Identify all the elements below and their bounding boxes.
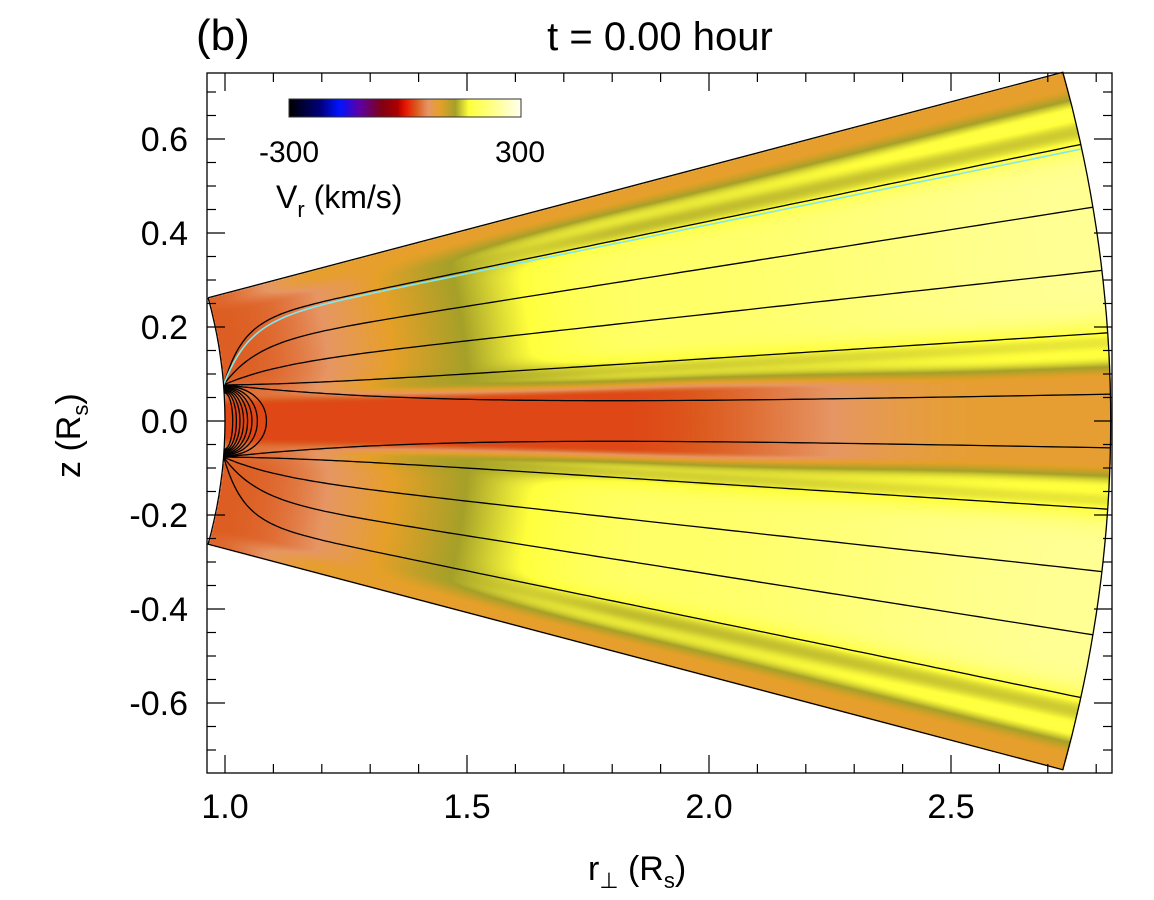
domain-outline [207,71,1112,771]
field-line-closed-loop [223,391,238,451]
y-tick-label: -0.2 [129,497,188,535]
x-tick-label: 2.0 [685,788,732,826]
x-tick-labels: 1.0 1.5 2.0 2.5 [201,788,974,826]
field-line-open [223,456,1108,510]
y-tick-label: 0.6 [141,121,188,159]
field-line-open [222,143,1081,386]
x-label-close: ) [675,850,686,888]
y-tick-label: 0.0 [141,403,188,441]
colorbar-max-label: 300 [495,136,545,169]
x-label-sub: ⊥ [599,868,618,893]
field-line-closed-loop [223,387,253,455]
field-line-closed-loop [223,390,241,452]
field-lines [222,143,1111,699]
field-line-closed-loop [223,386,258,456]
field-line-closed-loop [223,389,245,453]
field-line-closed-loop [223,392,234,450]
colorbar-label-unit: (km/s) [305,179,403,215]
chart-title: t = 0.00 hour [547,15,773,59]
colorbar-min-label: -300 [259,136,319,169]
field-line-open [223,456,1102,573]
plot-frame [206,72,1113,774]
y-tick-label: 0.2 [141,309,188,347]
panel-label: (b) [196,11,250,60]
field-line-open [223,332,1108,386]
y-label-main: z (R [50,416,88,478]
x-tick-label: 1.0 [201,788,248,826]
x-label-unit-sub: s [664,868,675,893]
y-axis-label: z (Rs) [50,393,93,478]
y-label-close: ) [50,393,88,404]
y-tick-label: -0.4 [129,591,188,629]
x-label-main: r [588,850,599,888]
field-line-open [223,440,1111,458]
y-tick-label: -0.6 [129,685,188,723]
axis-ticks [207,73,1112,773]
colorbar-label-main: V [276,179,298,215]
colorbar-label-sub: r [297,197,304,222]
x-label-unit: (R [619,850,664,888]
colorbar-label: Vr (km/s) [276,179,402,222]
y-label-sub: s [68,405,93,416]
field-line-open [222,456,1081,699]
field-line-closed-loop [223,385,268,457]
field-line-closed-loop [223,388,249,454]
field-line-highlighted [222,148,1082,386]
y-tick-labels: 0.6 0.4 0.2 0.0 -0.2 -0.4 -0.6 [129,121,188,723]
y-tick-label: 0.4 [141,215,188,253]
x-tick-label: 1.5 [443,788,490,826]
colorbar [288,98,522,118]
x-axis-label: r⊥ (Rs) [588,850,686,893]
field-line-open [223,456,1093,636]
x-tick-label: 2.5 [927,788,974,826]
field-line-open [223,206,1093,386]
field-line-open [223,269,1102,386]
field-line-open [223,384,1111,402]
